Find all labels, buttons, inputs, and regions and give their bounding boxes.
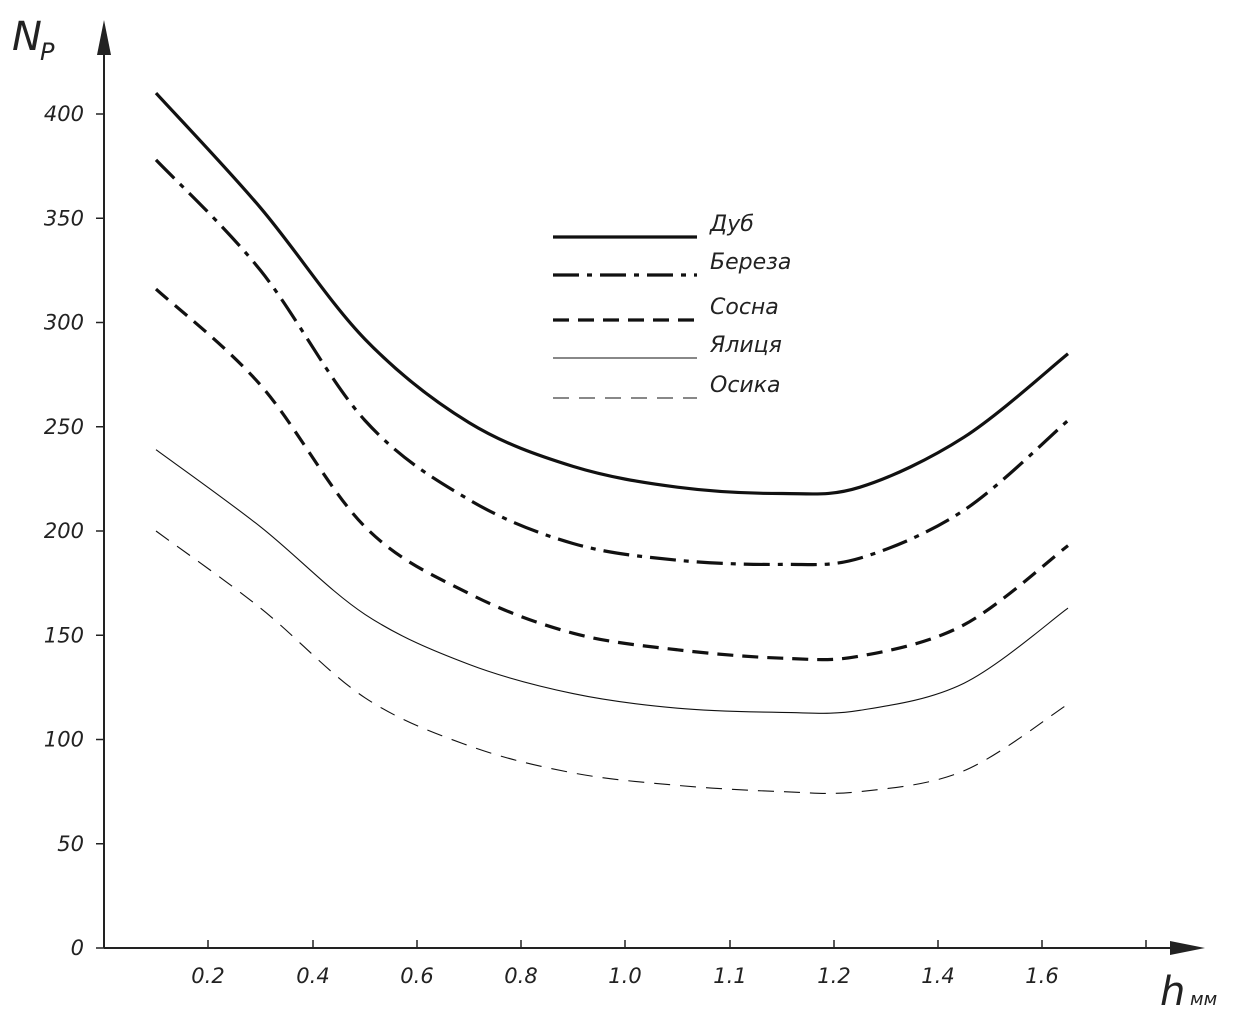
x-tick-label: 1.1 [713, 964, 746, 988]
y-tick-label: 250 [44, 415, 84, 439]
y-tick-label: 400 [44, 102, 84, 126]
series-line-fir [155, 449, 1069, 714]
legend-label-birch: Береза [710, 250, 791, 275]
y-axis-title-sub: P [40, 38, 55, 66]
x-tick-label: 0.8 [504, 964, 537, 988]
series-layer [154, 92, 1070, 794]
x-tick-label: 0.2 [191, 964, 224, 988]
y-axis-arrow [97, 20, 111, 55]
x-tick-label: 0.4 [296, 964, 329, 988]
axes [97, 20, 1205, 955]
y-tick-label: 50 [57, 832, 84, 856]
legend-label-aspen: Осика [710, 373, 780, 398]
y-tick-label: 0 [71, 936, 84, 960]
legend-label-fir: Ялиця [709, 333, 782, 358]
y-tick-label: 150 [44, 623, 84, 647]
y-tick-label: 300 [44, 311, 84, 335]
legend: Дуб Береза Сосна Ялиця Осика [553, 212, 791, 399]
series-line-birch [154, 158, 1070, 567]
series-line-aspen [155, 530, 1069, 794]
x-ticks: 0.2 0.4 0.6 0.8 1.0 1.1 1.2 1.4 1.6 [191, 940, 1147, 988]
y-tick-label: 200 [44, 519, 84, 543]
legend-label-oak: Дуб [709, 212, 754, 237]
x-tick-label: 0.6 [400, 964, 433, 988]
y-tick-label: 350 [44, 206, 84, 230]
series-line-pine [154, 287, 1069, 662]
y-axis-title-main: N [12, 14, 42, 60]
x-tick-label: 1.0 [608, 964, 641, 988]
x-tick-label: 1.2 [817, 964, 850, 988]
series-line-oak [154, 92, 1070, 496]
y-ticks: 0 50 100 150 200 250 300 350 400 [44, 102, 104, 960]
legend-label-pine: Сосна [710, 295, 779, 320]
x-axis-title-main: h [1160, 969, 1185, 1012]
x-axis-arrow [1170, 941, 1205, 955]
x-axis-unit: мм [1190, 989, 1217, 1010]
y-tick-label: 100 [44, 728, 84, 752]
x-tick-label: 1.6 [1025, 964, 1058, 988]
axis-titles: N P h мм [12, 14, 1217, 1012]
x-tick-label: 1.4 [921, 964, 954, 988]
